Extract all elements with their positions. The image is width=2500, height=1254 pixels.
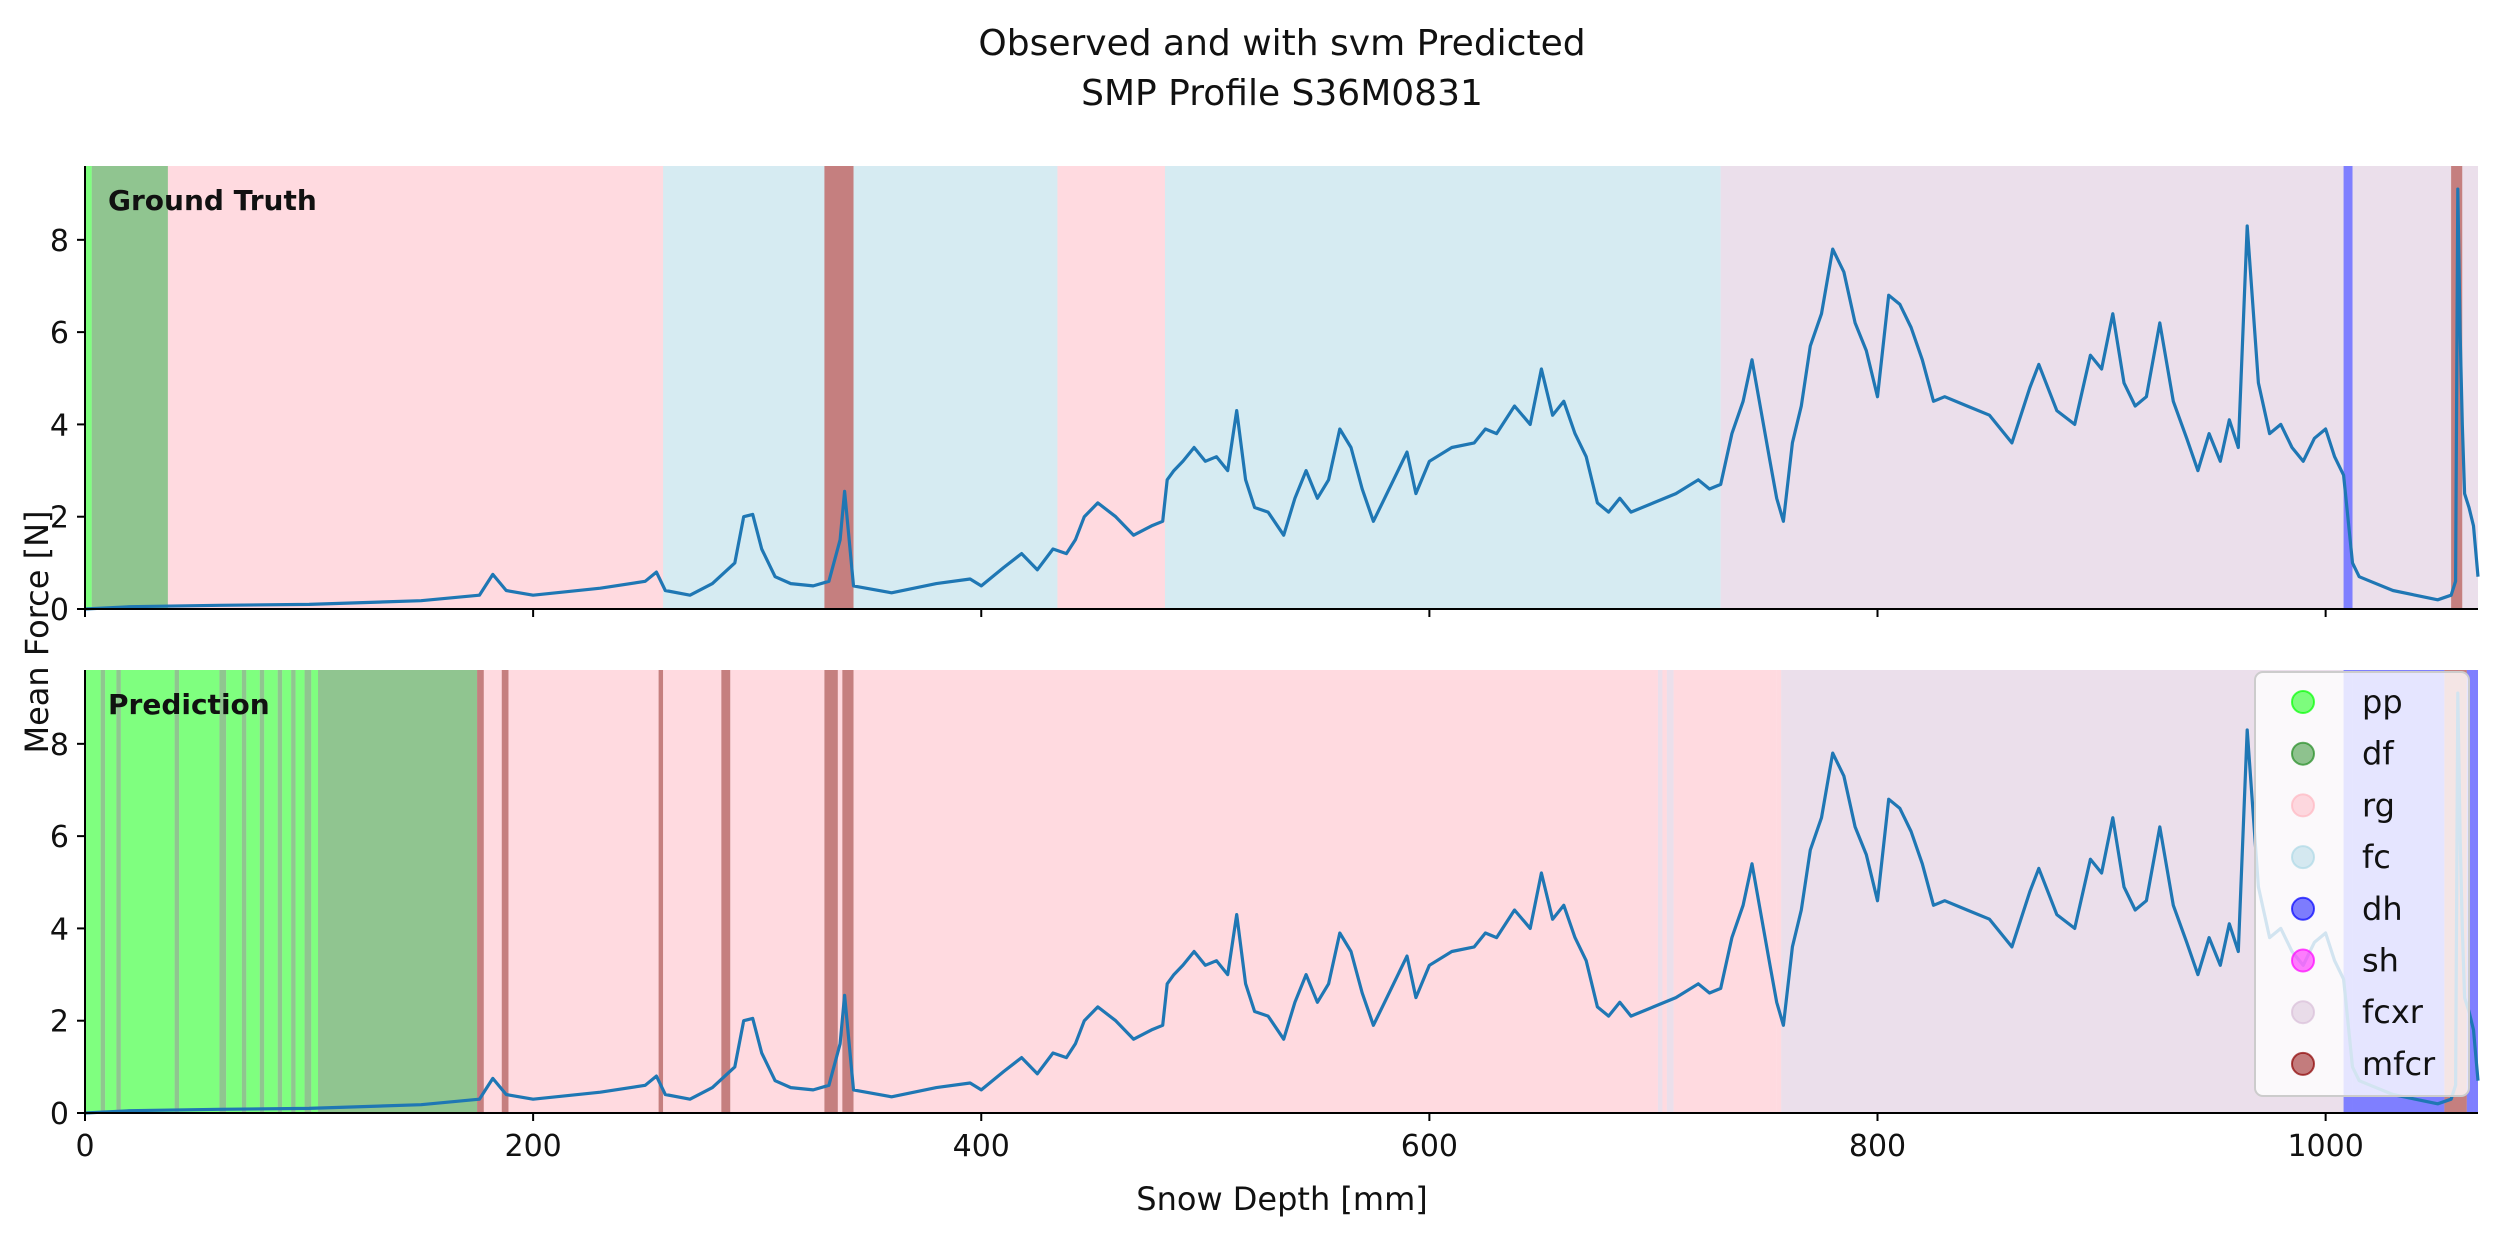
segment-pp	[282, 670, 292, 1113]
x-tick-label: 1000	[2287, 1129, 2363, 1164]
legend-marker-dh	[2291, 896, 2315, 921]
legend-label-fcxr: fcxr	[2362, 993, 2424, 1031]
chart-title-line2: SMP Profile S36M0831	[1081, 73, 1483, 114]
segment-rg	[853, 670, 1658, 1113]
legend-label-pp: pp	[2362, 683, 2403, 721]
x-axis-label: Snow Depth [mm]	[1136, 1180, 1427, 1218]
chart-title-line1: Observed and with svm Predicted	[978, 23, 1585, 64]
legend-marker-rg	[2291, 793, 2315, 818]
segment-df	[91, 166, 168, 609]
legend-marker-df	[2291, 741, 2315, 766]
segment-pp	[264, 670, 278, 1113]
x-tick-label: 0	[75, 1129, 94, 1164]
segment-pp	[295, 670, 305, 1113]
x-tick-label: 600	[1401, 1129, 1458, 1164]
segment-pp	[246, 670, 260, 1113]
x-tick-label: 200	[504, 1129, 561, 1164]
panel-label: Ground Truth	[108, 184, 317, 217]
segment-df	[116, 670, 121, 1113]
mean-force-line	[84, 691, 2480, 1115]
segment-mfcr	[501, 670, 509, 1113]
segment-mfcr	[658, 670, 664, 1113]
legend-frame	[2254, 671, 2470, 1097]
panel-ground-truth: 0 2 4 6 8 Ground Truth	[50, 166, 2480, 628]
segment-dh	[2473, 670, 2478, 1113]
legend: pp df rg fc dh sh fcxr mfcr	[2254, 671, 2470, 1097]
legend-marker-sh	[2291, 948, 2315, 973]
segment-df	[174, 670, 180, 1113]
legend-marker-fc	[2291, 845, 2315, 870]
segment-rg	[1662, 670, 1667, 1113]
legend-label-mfcr: mfcr	[2362, 1045, 2436, 1083]
segment-df	[304, 670, 312, 1113]
segment-df	[277, 670, 283, 1113]
segment-fcxr	[1657, 670, 1663, 1113]
segment-fc	[853, 166, 1058, 609]
segment-df	[219, 670, 227, 1113]
segment-fcxr	[1666, 670, 1674, 1113]
y-tick-label: 6	[50, 316, 69, 351]
legend-label-fc: fc	[2362, 838, 2391, 876]
segment-pp	[311, 670, 319, 1113]
segment-dh	[2466, 670, 2474, 1113]
segment-df	[100, 670, 106, 1113]
segment-mfcr	[477, 670, 484, 1113]
segment-pp	[120, 670, 175, 1113]
segment-mfcr	[824, 670, 838, 1113]
segment-fc	[1164, 166, 1721, 609]
y-tick-label: 4	[50, 408, 69, 443]
segment-pp	[85, 670, 101, 1113]
panel-label: Prediction	[108, 688, 270, 721]
x-tick-label: 800	[1849, 1129, 1906, 1164]
segment-mfcr	[842, 670, 854, 1113]
legend-label-sh: sh	[2362, 942, 2399, 980]
segment-pp	[85, 166, 92, 609]
segment-dh	[2343, 166, 2353, 609]
segment-df	[259, 670, 265, 1113]
legend-marker-fcxr	[2291, 1000, 2315, 1025]
y-tick-label: 0	[50, 1097, 69, 1132]
legend-label-dh: dh	[2362, 890, 2403, 928]
segment-rg	[663, 670, 722, 1113]
x-tick-label: 400	[953, 1129, 1010, 1164]
y-tick-label: 8	[50, 224, 69, 259]
segment-rg	[483, 670, 502, 1113]
y-tick-label: 4	[50, 912, 69, 947]
panel-prediction: 0 2 4 6 8 0 200 400 600 800 1000 Prediction	[50, 670, 2480, 1164]
segment-df	[241, 670, 247, 1113]
segment-rg	[1776, 670, 1782, 1113]
y-axis-label: Mean Force [N]	[18, 510, 56, 753]
segment-rg	[167, 166, 664, 609]
segment-rg	[508, 670, 659, 1113]
mean-force-line	[84, 187, 2480, 611]
segment-rg	[837, 670, 843, 1113]
segment-fc	[663, 166, 825, 609]
y-tick-label: 2	[50, 501, 69, 536]
segment-pp	[105, 670, 117, 1113]
segment-rg	[1057, 166, 1165, 609]
segment-df	[291, 670, 296, 1113]
legend-marker-pp	[2291, 690, 2315, 714]
segment-rg	[1673, 670, 1777, 1113]
y-tick-label: 0	[50, 593, 69, 628]
y-tick-label: 6	[50, 820, 69, 855]
y-tick-label: 8	[50, 728, 69, 763]
legend-label-df: df	[2362, 735, 2394, 773]
segment-rg	[730, 670, 825, 1113]
y-tick-label: 2	[50, 1005, 69, 1040]
segment-fcxr	[1720, 166, 2344, 609]
segment-pp	[226, 670, 242, 1113]
segment-pp	[179, 670, 220, 1113]
segment-mfcr	[721, 670, 731, 1113]
legend-label-rg: rg	[2362, 786, 2395, 824]
segment-fcxr	[2352, 166, 2452, 609]
segment-df	[318, 670, 478, 1113]
legend-marker-mfcr	[2291, 1051, 2315, 1076]
